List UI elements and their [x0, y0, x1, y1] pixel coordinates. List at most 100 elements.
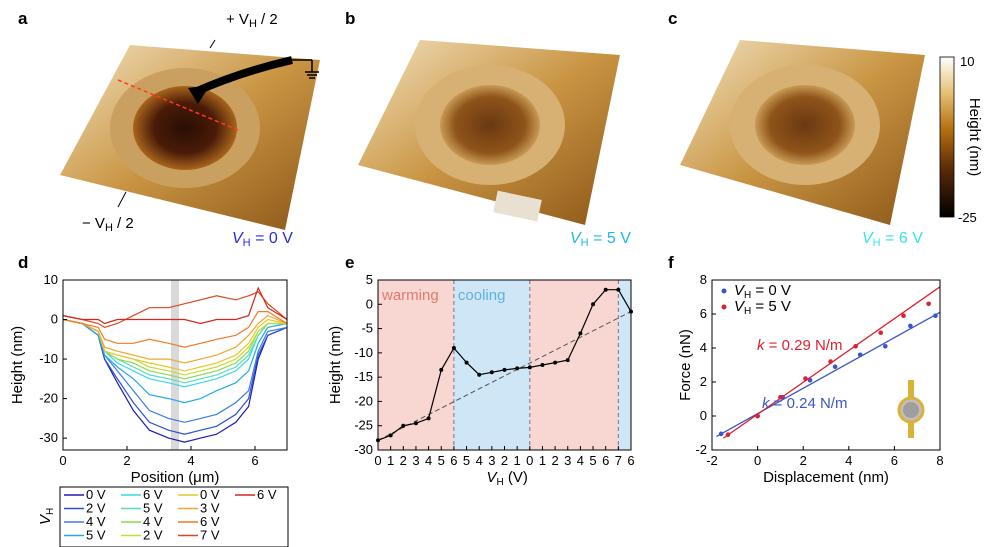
y-tick-label: -5	[361, 321, 373, 336]
data-point-4	[426, 416, 431, 421]
x-tick-label: 7	[615, 453, 622, 468]
legend-entry-11: 7 V	[200, 528, 220, 543]
data-point-1-3	[803, 376, 808, 381]
plot-frame	[711, 279, 941, 451]
data-point-5	[439, 367, 444, 372]
y-tick-label: -20	[354, 393, 373, 408]
legend-title: VH	[37, 508, 56, 525]
legend-entry-1: 2 V	[86, 501, 106, 516]
trend-line	[377, 311, 632, 441]
data-point-9	[489, 370, 494, 375]
data-point-0-0	[718, 431, 724, 437]
y-tick-label: 0	[700, 408, 707, 423]
data-point-0-8	[933, 313, 938, 319]
series-line-11	[62, 291, 288, 329]
x-tick-label: 6	[450, 453, 457, 468]
data-point-11	[515, 366, 520, 371]
fit-label-1: k = 0.29 N/m	[757, 337, 842, 354]
legend-entry-7: 2 V	[143, 528, 163, 543]
afm-image-b	[358, 40, 620, 225]
region-3	[618, 280, 631, 450]
x-tick-label: 2	[551, 453, 558, 468]
y-tick-label: -2	[695, 442, 707, 457]
x-axis-label: VH (V)	[487, 469, 528, 488]
y-tick-label: 0	[366, 296, 373, 311]
x-tick-label: 5	[589, 453, 596, 468]
x-tick-label: 5	[438, 453, 445, 468]
colorbar-max: 10	[960, 54, 974, 69]
data-point-1-8	[926, 301, 931, 307]
x-tick-label: 3	[488, 453, 495, 468]
x-tick-label: 6	[627, 453, 634, 468]
x-tick-label: 2	[800, 453, 807, 468]
fit-label-0: k = 0.24 N/m	[762, 395, 847, 412]
x-tick-label: 0	[754, 453, 761, 468]
data-point-0-5	[857, 352, 863, 358]
afm-image-c	[680, 40, 925, 225]
data-point-1-5	[853, 344, 858, 349]
y-axis-label: Force (nN)	[677, 329, 694, 401]
series-line-12	[62, 286, 288, 325]
series-line-10	[62, 311, 288, 348]
x-tick-label: 2	[501, 453, 508, 468]
series-line-9	[62, 314, 288, 364]
panel-label-e: e	[345, 253, 354, 272]
y-tick-label: 4	[700, 340, 707, 355]
series-line-8	[62, 318, 288, 372]
x-tick-label: 5	[463, 453, 470, 468]
legend-marker-0	[721, 288, 727, 294]
data-point-19	[616, 287, 621, 292]
data-point-0-6	[882, 344, 888, 349]
legend-marker-1	[721, 304, 727, 310]
data-point-17	[591, 302, 596, 307]
data-point-1-6	[878, 330, 884, 336]
vh-caption-b: VH = 5 V	[570, 230, 631, 249]
x-tick-label: 4	[577, 453, 584, 468]
y-tick-label: -30	[39, 430, 58, 445]
chart-f: -2 0 2 4 6 8 -2 0 2 4 6 8 Displacement (nm) Force (nN…	[677, 272, 944, 486]
series-line-1	[62, 318, 288, 435]
fit-line-0	[716, 311, 941, 437]
x-tick-label: 3	[412, 453, 419, 468]
legend-entry-6: 4 V	[143, 514, 163, 529]
cantilever-center	[903, 402, 919, 418]
data-point-3	[413, 421, 418, 426]
series-line-3	[62, 318, 288, 404]
y-tick-label: 8	[700, 272, 707, 287]
x-tick-label: 4	[425, 453, 432, 468]
y-tick-label: -25	[354, 418, 373, 433]
x-tick-label: 0	[59, 453, 66, 468]
y-tick-label: -10	[354, 345, 373, 360]
legend-entry-0: VH = 0 V	[734, 282, 791, 301]
data-point-1-0	[725, 432, 731, 438]
legend-entry-8: 0 V	[200, 487, 220, 502]
data-point-12	[527, 365, 532, 370]
x-tick-label: 6	[251, 453, 258, 468]
colorbar: 10 -25 Height (nm)	[939, 54, 983, 225]
legend-box	[59, 486, 289, 547]
y-tick-label: 2	[700, 374, 707, 389]
region-label-cooling: cooling	[458, 287, 506, 304]
data-point-0-7	[908, 323, 913, 329]
data-point-13	[540, 363, 545, 367]
y-tick-label: 5	[366, 272, 373, 287]
x-tick-label: 2	[400, 453, 407, 468]
y-axis-label: Height (nm)	[327, 326, 344, 404]
legend-entry-10: 6 V	[200, 514, 220, 529]
data-point-1	[388, 433, 393, 438]
x-axis-label: Position (μm)	[131, 469, 220, 486]
data-point-1-4	[828, 359, 833, 364]
panel-label-b: b	[345, 9, 355, 28]
x-tick-label: 2	[123, 453, 130, 468]
legend-entry-5: 5 V	[143, 501, 163, 516]
panel-label-a: a	[18, 9, 28, 28]
region-label-warming: warming	[381, 287, 439, 304]
highlight-band	[171, 280, 179, 450]
data-point-7	[464, 360, 469, 365]
panel-label-f: f	[668, 253, 674, 272]
data-point-1-2	[778, 395, 783, 400]
y-tick-label: 6	[700, 306, 707, 321]
afm-image-a	[60, 39, 320, 230]
